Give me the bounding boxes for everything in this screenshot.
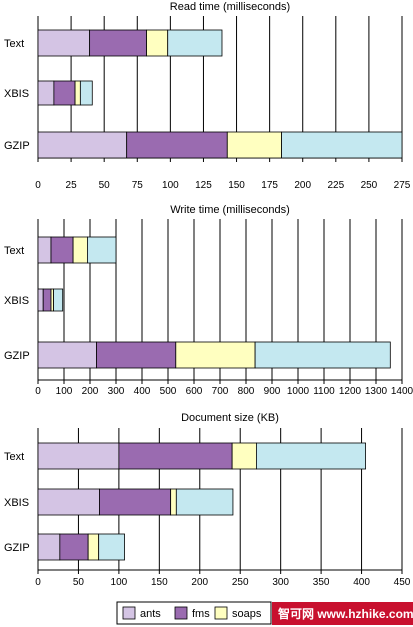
x-tick-label: 300 (108, 386, 125, 397)
watermark: 智可网 www.hzhike.com (272, 602, 413, 625)
x-tick-label: 500 (160, 386, 177, 397)
bar-xbis-soaps (170, 488, 177, 516)
x-tick-label: 125 (195, 180, 212, 191)
x-tick-label: 250 (361, 180, 378, 191)
bar-text-series4 (255, 442, 366, 470)
bar-gzip-soaps (87, 533, 100, 561)
x-tick-label: 400 (134, 386, 151, 397)
chart-title: Document size (KB) (181, 412, 279, 424)
x-tick-label: 75 (132, 180, 144, 191)
bar-gzip-ants (37, 533, 61, 561)
category-label: XBIS (4, 497, 29, 509)
x-tick-label: 450 (394, 577, 411, 588)
chart-title: Write time (milliseconds) (170, 204, 290, 216)
bar-xbis-ants (37, 80, 55, 106)
x-tick-label: 1300 (365, 386, 388, 397)
x-tick-label: 0 (35, 577, 41, 588)
bar-gzip-fms (96, 341, 177, 369)
x-tick-label: 1100 (313, 386, 335, 397)
legend-box (116, 601, 272, 625)
chart-2: Write time (milliseconds) 0 100 200 300 400 50… (4, 204, 413, 397)
x-tick-label: 100 (111, 577, 128, 588)
x-tick-label: 200 (82, 386, 99, 397)
bar-text-ants (37, 29, 91, 57)
bar-gzip-ants (37, 341, 97, 369)
bar-xbis-fms (99, 488, 172, 516)
x-tick-label: 400 (353, 577, 370, 588)
category-label: GZIP (4, 542, 30, 554)
bar-text-fms (50, 236, 74, 264)
bar-text-ants (37, 236, 52, 264)
x-tick-label: 0 (35, 180, 41, 191)
category-label: XBIS (4, 88, 29, 100)
bar-gzip-series4 (98, 533, 125, 561)
x-tick-label: 250 (232, 577, 249, 588)
watermark-text: 智可网 www.hzhike.com (277, 606, 413, 621)
bar-gzip-series4 (254, 341, 391, 369)
x-tick-label: 275 (394, 180, 411, 191)
x-tick-label: 300 (272, 577, 289, 588)
x-tick-label: 1000 (287, 386, 310, 397)
x-tick-label: 700 (212, 386, 229, 397)
category-label: XBIS (4, 295, 29, 307)
x-tick-label: 600 (186, 386, 203, 397)
category-label: Text (4, 245, 24, 257)
x-tick-label: 25 (66, 180, 78, 191)
x-tick-label: 1200 (339, 386, 362, 397)
bar-xbis-fms (53, 80, 76, 106)
category-label: GZIP (4, 350, 30, 362)
bar-xbis-soaps (74, 80, 81, 106)
chart-3: Document size (KB) 0 50 100 150 200 250 300 350 4… (4, 412, 411, 588)
legend-label-fms: fms (192, 608, 210, 620)
x-tick-label: 200 (294, 180, 311, 191)
bar-text-series4 (87, 236, 117, 264)
x-tick-label: 50 (99, 180, 111, 191)
bar-text-fms (89, 29, 147, 57)
chart-1: Read time (milliseconds) 0 25 50 75 100 125 150… (4, 1, 411, 191)
x-tick-label: 0 (35, 386, 41, 397)
watermark-bg (272, 602, 413, 625)
bar-gzip-soaps (226, 131, 282, 159)
bar-xbis-fms (42, 288, 52, 312)
bar-text-soaps (146, 29, 169, 57)
legend-swatch-ants (122, 606, 136, 620)
bar-gzip-ants (37, 131, 128, 159)
legend-swatch-fms (174, 606, 188, 620)
x-tick-label: 800 (238, 386, 255, 397)
bar-gzip-soaps (175, 341, 256, 369)
bar-gzip-series4 (281, 131, 403, 159)
bar-text-soaps (72, 236, 88, 264)
bar-text-ants (37, 442, 120, 470)
bar-gzip-fms (126, 131, 228, 159)
x-tick-label: 175 (261, 180, 278, 191)
bar-xbis-series4 (53, 288, 64, 312)
x-tick-label: 225 (327, 180, 344, 191)
bar-text-series4 (167, 29, 223, 57)
bar-text-soaps (231, 442, 257, 470)
bar-text-fms (118, 442, 233, 470)
x-tick-label: 900 (264, 386, 281, 397)
legend-label-soaps: soaps (232, 608, 262, 620)
legend-swatch-soaps (214, 606, 228, 620)
bar-xbis-series4 (175, 488, 234, 516)
category-label: Text (4, 451, 24, 463)
legend: ants fms soaps (116, 601, 272, 625)
bar-xbis-series4 (79, 80, 93, 106)
x-tick-label: 1400 (391, 386, 413, 397)
x-tick-label: 100 (162, 180, 179, 191)
category-label: GZIP (4, 140, 30, 152)
x-tick-label: 200 (191, 577, 208, 588)
category-label: Text (4, 38, 24, 50)
x-tick-label: 100 (56, 386, 73, 397)
bar-xbis-ants (37, 488, 100, 516)
x-tick-label: 350 (313, 577, 330, 588)
x-tick-label: 150 (151, 577, 168, 588)
chart-title: Read time (milliseconds) (170, 1, 290, 13)
bar-xbis-ants (37, 288, 44, 312)
x-tick-label: 50 (73, 577, 85, 588)
bar-gzip-fms (59, 533, 89, 561)
x-tick-label: 150 (228, 180, 245, 191)
legend-label-ants: ants (140, 608, 161, 620)
